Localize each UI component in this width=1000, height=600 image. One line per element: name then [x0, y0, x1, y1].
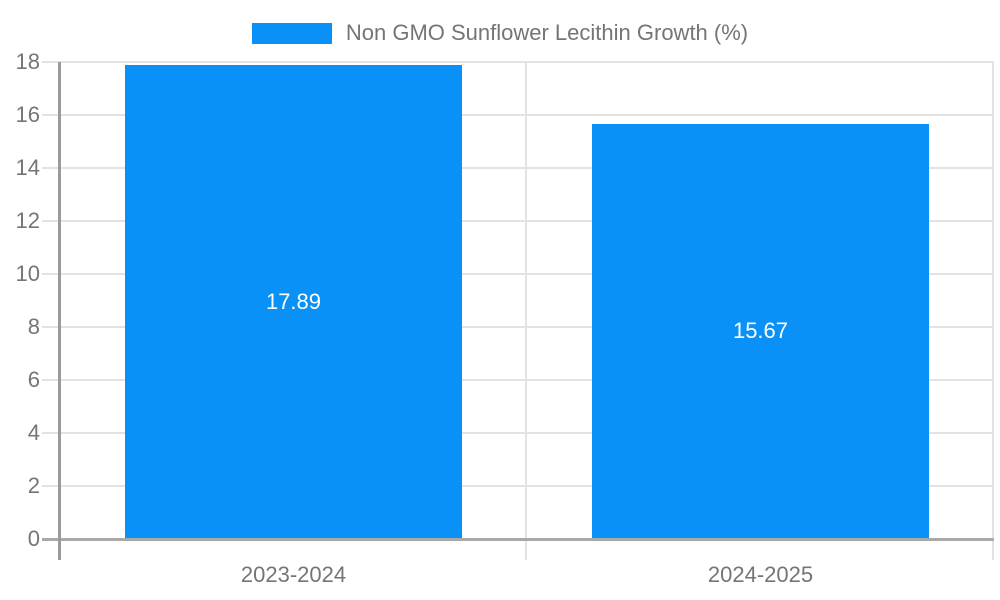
bar-value-label: 15.67 [732, 318, 789, 344]
y-axis-tick-label: 18 [15, 49, 40, 74]
x-axis-line [42, 538, 994, 541]
y-axis-line [58, 62, 61, 560]
gridline-h [42, 326, 994, 328]
gridline-h [42, 114, 994, 116]
bar-2024-2025[interactable] [592, 123, 929, 539]
gridline-v [992, 62, 994, 560]
legend[interactable]: Non GMO Sunflower Lecithin Growth (%) [0, 20, 1000, 46]
gridline-v [525, 62, 527, 560]
gridline-h [42, 432, 994, 434]
x-axis-category-label: 2024-2025 [707, 562, 814, 587]
bar-value-label: 17.89 [265, 288, 322, 314]
gridline-h [42, 379, 994, 381]
bar-2023-2024[interactable] [125, 64, 462, 539]
legend-label: Non GMO Sunflower Lecithin Growth (%) [345, 20, 749, 45]
gridline-h [42, 167, 994, 169]
gridline-h [42, 220, 994, 222]
y-axis-tick-label: 16 [15, 102, 40, 127]
y-axis-tick-label: 8 [27, 314, 40, 339]
y-axis-tick-label: 6 [27, 367, 40, 392]
gridline-h [42, 485, 994, 487]
gridline-h [42, 273, 994, 275]
y-axis-tick-label: 4 [27, 420, 40, 445]
legend-swatch [251, 22, 332, 44]
y-axis-tick-label: 0 [27, 526, 40, 551]
gridline-h [42, 61, 994, 63]
y-axis-tick-label: 2 [27, 473, 40, 498]
x-axis-category-label: 2023-2024 [240, 562, 347, 587]
y-axis-tick-label: 14 [15, 155, 40, 180]
y-axis-tick-label: 12 [15, 208, 40, 233]
y-axis-tick-label: 10 [15, 261, 40, 286]
